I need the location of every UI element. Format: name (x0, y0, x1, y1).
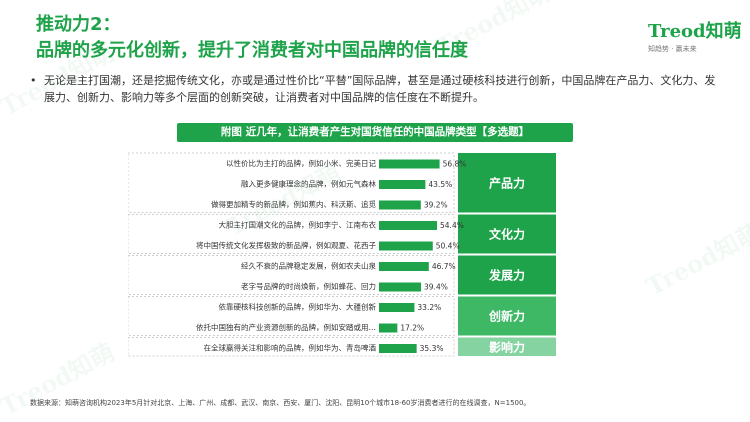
value-label: 39.4% (424, 283, 448, 292)
category-label: 依靠硬核科技创新的品牌，例如华为、大疆创新 (219, 302, 377, 312)
value-label: 56.8% (443, 160, 467, 169)
bullet-icon: • (30, 74, 37, 87)
group-label: 发展力 (488, 268, 525, 283)
chart-title: 附图 近几年，让消费者产生对国货信任的中国品牌类型【多选题】 (177, 123, 573, 142)
category-label: 老字号品牌的时尚焕新，例如蜂花、回力 (241, 281, 376, 291)
group-band (458, 255, 556, 295)
bar (379, 180, 426, 189)
watermark: Treod知萌 (641, 217, 750, 302)
group-label: 产品力 (489, 175, 525, 190)
intro-paragraph: • 无论是主打国潮，还是挖掘传统文化，亦或是通过性价比“平替”国际品牌，甚至是通… (30, 72, 725, 106)
value-label: 35.3% (420, 344, 444, 353)
intro-text: 无论是主打国潮，还是挖掘传统文化，亦或是通过性价比“平替”国际品牌，甚至是通过硬… (44, 74, 716, 104)
category-label: 经久不衰的品牌稳定发展，例如农夫山泉 (241, 261, 376, 271)
bar (379, 159, 440, 169)
page-title-line1: 推动力2： (36, 14, 121, 35)
value-label: 17.2% (400, 324, 424, 333)
group-label: 创新力 (488, 309, 525, 324)
group-band (458, 337, 556, 356)
page-title-line2: 品牌的多元化创新，提升了消费者对中国品牌的信任度 (36, 40, 468, 61)
brand-logo: Treod知萌 知趋势 · 赢未来 (648, 21, 742, 54)
bar (379, 241, 433, 251)
logo-tagline: 知趋势 · 赢未来 (648, 45, 697, 53)
group-frame (128, 214, 455, 254)
category-label: 将中国传统文化发挥极致的新品牌，例如观夏、花西子 (196, 240, 376, 250)
group-label: 文化力 (489, 227, 525, 242)
category-label: 做得更加精专的新品牌，例如蕉内、科沃斯、追觅 (211, 199, 376, 209)
category-label: 在全球赢得关注和影响的品牌，例如华为、青岛啤酒 (204, 343, 377, 353)
watermark: Treod知萌 (0, 337, 120, 422)
bar (379, 303, 415, 312)
value-label: 54.4% (440, 221, 464, 230)
bar (379, 323, 398, 333)
group-label: 影响力 (489, 339, 525, 354)
bar (379, 282, 422, 292)
value-label: 43.5% (428, 180, 452, 189)
value-label: 39.2% (424, 201, 448, 210)
group-band (458, 214, 556, 254)
group-band (458, 153, 556, 213)
value-label: 46.7% (432, 262, 456, 271)
bar (379, 344, 417, 353)
source-note: 数据来源：知萌咨询机构2023年5月针对北京、上海、广州、成都、武汉、南京、西安… (30, 399, 531, 407)
group-frame (128, 296, 455, 336)
category-label: 依托中国独有的产业资源创新的品牌，例如安踏或用… (196, 322, 376, 332)
value-label: 50.4% (436, 242, 460, 251)
category-label: 以性价比为主打的品牌，例如小米、完美日记 (226, 158, 376, 168)
group-frame (128, 255, 455, 295)
value-label: 33.2% (417, 303, 441, 312)
bar (379, 200, 421, 210)
category-label: 大胆主打国潮文化的品牌，例如李宁、江南布衣 (219, 220, 377, 230)
group-frame (128, 152, 455, 213)
logo-mark: Treod知萌 (648, 21, 742, 42)
bar (379, 221, 438, 230)
bar (379, 262, 429, 271)
group-band (458, 296, 556, 336)
category-label: 融入更多健康理念的品牌，例如元气森林 (241, 179, 376, 189)
